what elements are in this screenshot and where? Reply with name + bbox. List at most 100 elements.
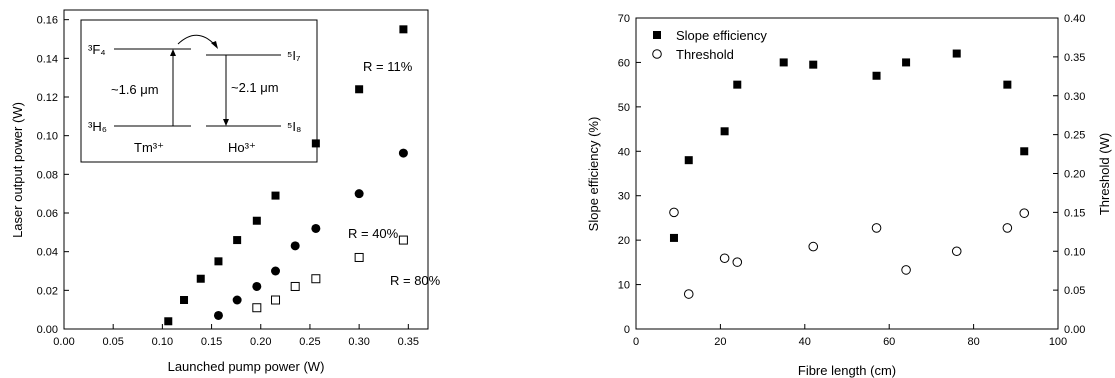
right-series-0-point xyxy=(872,71,881,80)
annotation-r40: R = 40% xyxy=(348,226,399,241)
left-series-1-point xyxy=(213,310,223,320)
left-series-0-point xyxy=(399,25,408,34)
right-series-1-point xyxy=(951,246,962,257)
right-series-1-point xyxy=(808,241,819,252)
left-series-2-point xyxy=(354,252,364,262)
right-series-1-point xyxy=(871,223,882,233)
left-y-tick-label: 0.16 xyxy=(37,15,58,27)
right-x-tick-label: 20 xyxy=(714,336,726,348)
left-series-0-point xyxy=(271,191,280,200)
right-y-tick-label: 60 xyxy=(618,57,630,69)
left-x-tick-label: 0.30 xyxy=(348,336,369,348)
left-data-points xyxy=(164,25,408,326)
inset-frame xyxy=(80,19,318,163)
left-series-2-point xyxy=(398,235,408,245)
pump-arrow-head xyxy=(170,49,176,56)
left-y-tick-label: 0.02 xyxy=(37,285,58,297)
left-series-0-point xyxy=(214,257,223,266)
right-x-axis-title: Fibre length (cm) xyxy=(798,363,896,378)
energy-level-inset: ³F₄ ³H₆ ⁵I₇ ⁵I₈ ~1.6 μm ~2.1 μm Tm³⁺ Ho³… xyxy=(80,19,318,163)
right-y-tick-label: 70 xyxy=(618,13,630,25)
right-y2-tick-label: 0.15 xyxy=(1064,207,1085,219)
right-y-tick-label: 40 xyxy=(618,146,630,158)
right-x-tick-label: 80 xyxy=(967,336,979,348)
left-y-tick-label: 0.08 xyxy=(37,169,58,181)
left-series-0-point xyxy=(196,274,205,283)
right-y2-tick-label: 0.10 xyxy=(1064,246,1085,258)
left-y-axis-title: Laser output power (W) xyxy=(10,102,25,238)
left-x-tick-label: 0.10 xyxy=(152,336,173,348)
right-y-axis-right: 0.00 0.05 0.10 0.15 0.20 0.25 0.30 0.35 0.40 xyxy=(1053,13,1085,336)
right-x-tick-label: 0 xyxy=(633,336,639,348)
legend-label-slope-efficiency: Slope efficiency xyxy=(676,28,767,43)
ion-label-ho: Ho³⁺ xyxy=(228,140,256,155)
label-3h6: ³H₆ xyxy=(88,119,107,134)
left-x-tick-label: 0.25 xyxy=(299,336,320,348)
right-y-tick-label: 50 xyxy=(618,102,630,114)
right-y2-tick-label: 0.00 xyxy=(1064,324,1085,336)
left-series-1-point xyxy=(290,241,300,251)
right-x-tick-label: 100 xyxy=(1049,336,1067,348)
left-y-tick-label: 0.00 xyxy=(37,324,58,336)
emission-wavelength-label: ~2.1 μm xyxy=(231,80,279,95)
left-series-2-point xyxy=(271,295,281,305)
right-series-0-point xyxy=(952,49,961,58)
left-y-tick-label: 0.12 xyxy=(37,92,58,104)
energy-transfer-arrow-head xyxy=(211,41,218,49)
left-y-tick-label: 0.10 xyxy=(37,131,58,143)
emission-arrow-head xyxy=(223,119,229,126)
left-series-0-point xyxy=(164,317,173,326)
right-y2-axis-title: Threshold (W) xyxy=(1097,133,1112,215)
left-series-0-point xyxy=(311,139,320,148)
left-series-0-point xyxy=(233,236,242,245)
right-series-1-point xyxy=(683,289,694,299)
right-y-tick-label: 20 xyxy=(618,235,630,247)
left-x-tick-label: 0.35 xyxy=(398,336,419,348)
right-series-1-point xyxy=(901,265,911,275)
right-series-0-point xyxy=(1003,80,1012,89)
left-y-tick-label: 0.04 xyxy=(37,247,58,259)
right-plot-frame xyxy=(635,17,1059,330)
right-y-tick-label: 30 xyxy=(618,191,630,203)
right-series-1-point xyxy=(1002,223,1013,233)
right-series-0-point xyxy=(1020,147,1029,156)
legend: Slope efficiency Threshold xyxy=(652,28,767,62)
left-y-tick-label: 0.06 xyxy=(37,208,58,220)
left-series-1-point xyxy=(271,266,281,276)
annotation-r11: R = 11% xyxy=(363,59,413,74)
left-series-2-point xyxy=(290,281,300,291)
right-x-axis: 0 20 40 60 80 100 xyxy=(633,324,1067,348)
right-x-tick-label: 60 xyxy=(883,336,895,348)
left-x-tick-label: 0.20 xyxy=(250,336,271,348)
left-series-1-point xyxy=(252,281,262,291)
left-x-tick-label: 0.05 xyxy=(102,336,123,348)
right-y2-tick-label: 0.20 xyxy=(1064,169,1085,181)
left-x-tick-label: 0.00 xyxy=(53,336,74,348)
right-y2-tick-label: 0.40 xyxy=(1064,13,1085,25)
legend-label-threshold: Threshold xyxy=(676,47,734,62)
pump-wavelength-label: ~1.6 μm xyxy=(111,82,159,97)
right-series-0-point xyxy=(669,233,678,242)
right-y2-tick-label: 0.30 xyxy=(1064,91,1085,103)
right-y-axis-left: 0 10 20 30 40 50 60 70 xyxy=(618,13,641,336)
legend-marker-slope-efficiency xyxy=(653,31,661,39)
right-y2-tick-label: 0.25 xyxy=(1064,130,1085,142)
right-chart: 0 20 40 60 80 100 0 10 20 30 40 50 60 70 0.00 0.05 0.1… xyxy=(586,13,1112,378)
label-5i7: ⁵I₇ xyxy=(287,48,301,63)
right-series-0-point xyxy=(684,156,693,165)
right-series-1-point xyxy=(719,253,730,264)
left-series-2-point xyxy=(252,303,262,313)
left-x-axis-title: Launched pump power (W) xyxy=(168,359,325,374)
left-series-0-point xyxy=(355,85,364,94)
right-y-axis-title: Slope efficiency (%) xyxy=(586,117,601,232)
left-series-1-point xyxy=(354,189,364,199)
right-series-1-point xyxy=(1019,208,1030,218)
annotation-r80: R = 80% xyxy=(390,273,441,288)
right-series-0-point xyxy=(902,58,911,67)
right-x-tick-label: 40 xyxy=(799,336,811,348)
legend-marker-threshold xyxy=(652,49,662,59)
right-y-tick-label: 0 xyxy=(624,324,630,336)
right-series-0-point xyxy=(809,60,818,69)
right-series-0-point xyxy=(779,58,788,67)
